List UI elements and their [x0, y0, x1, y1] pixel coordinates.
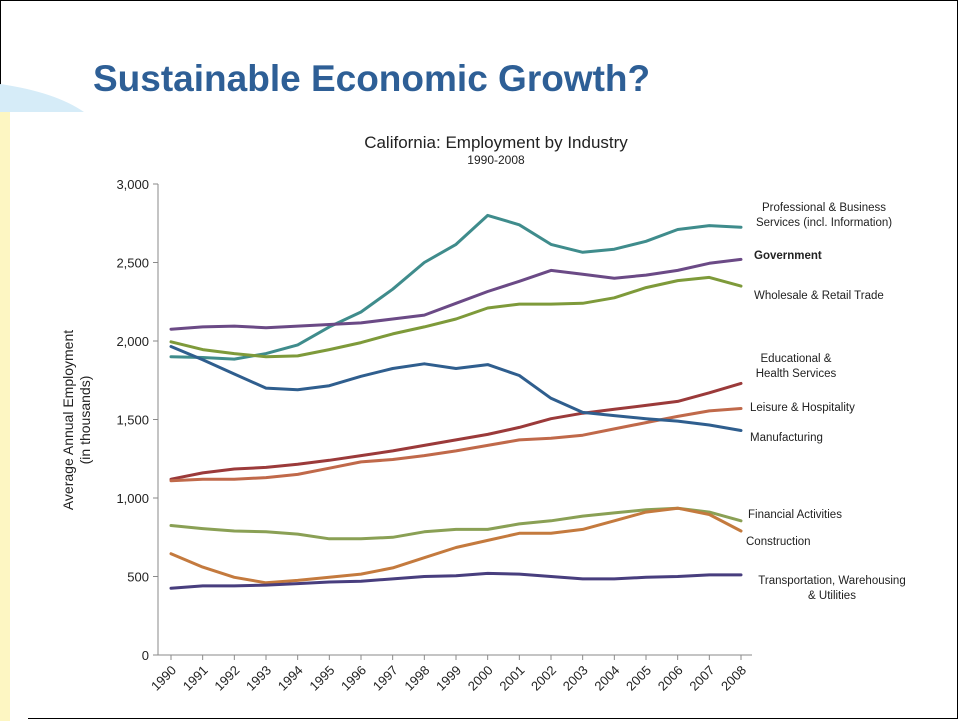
series-label-trade: Wholesale & Retail Trade	[754, 290, 884, 302]
chart-lines	[169, 213, 743, 590]
series-label-prof: Services (incl. Information)	[756, 217, 892, 229]
x-tick-label: 1991	[180, 663, 211, 694]
y-axis-label: Average Annual Employment	[60, 330, 76, 510]
x-tick-label: 2007	[686, 663, 717, 694]
series-line-leisure	[169, 407, 743, 483]
x-tick-label: 1995	[306, 663, 337, 694]
y-tick-label: 1,000	[116, 491, 149, 506]
series-label-edu: Health Services	[756, 368, 837, 380]
y-tick-label: 0	[142, 648, 149, 663]
series-line-prof	[169, 213, 743, 361]
series-label-gov: Government	[754, 250, 822, 262]
slide-title: Sustainable Economic Growth?	[93, 58, 651, 99]
x-tick-label: 2002	[528, 663, 559, 694]
y-axis-sublabel: (in thousands)	[77, 376, 93, 465]
series-label-leisure: Leisure & Hospitality	[750, 402, 855, 414]
x-tick-label: 1990	[148, 663, 179, 694]
x-tick-label: 2008	[718, 663, 749, 694]
chart-subtitle: 1990-2008	[467, 153, 525, 167]
chart-title: California: Employment by Industry	[364, 133, 628, 152]
series-label-fin: Financial Activities	[748, 509, 842, 521]
series-label-prof: Professional & Business	[762, 202, 886, 214]
series-line-mfg	[169, 345, 743, 432]
y-tick-label: 1,500	[116, 413, 149, 428]
series-label-trans: & Utilities	[808, 590, 856, 602]
y-tick-label: 2,500	[116, 256, 149, 271]
series-line-const	[169, 506, 743, 585]
x-tick-label: 1993	[243, 663, 274, 694]
x-tick-label: 1996	[338, 663, 369, 694]
series-label-trans: Transportation, Warehousing	[758, 575, 905, 587]
chart-series-labels: Professional & Business Services (incl. I…	[746, 202, 906, 602]
y-tick-label: 2,000	[116, 334, 149, 349]
x-tick-label: 1998	[401, 663, 432, 694]
series-label-const: Construction	[746, 536, 811, 548]
x-tick-label: 2005	[623, 663, 654, 694]
series-line-trans	[169, 571, 743, 590]
y-tick-label: 500	[127, 570, 149, 585]
x-tick-label: 1992	[211, 663, 242, 694]
x-tick-label: 2003	[560, 663, 591, 694]
x-tick-label: 2004	[591, 663, 622, 694]
series-line-fin	[169, 506, 743, 541]
series-line-edu	[169, 381, 743, 481]
x-tick-label: 1994	[275, 663, 306, 694]
y-tick-label: 3,000	[116, 177, 149, 192]
series-line-gov	[169, 257, 743, 331]
series-label-mfg: Manufacturing	[750, 432, 823, 444]
series-label-edu: Educational &	[761, 353, 832, 365]
x-tick-label: 2001	[496, 663, 527, 694]
x-tick-label: 2000	[465, 663, 496, 694]
x-tick-label: 1997	[370, 663, 401, 694]
series-line-trade	[169, 275, 743, 359]
x-tick-label: 2006	[655, 663, 686, 694]
x-tick-label: 1999	[433, 663, 464, 694]
